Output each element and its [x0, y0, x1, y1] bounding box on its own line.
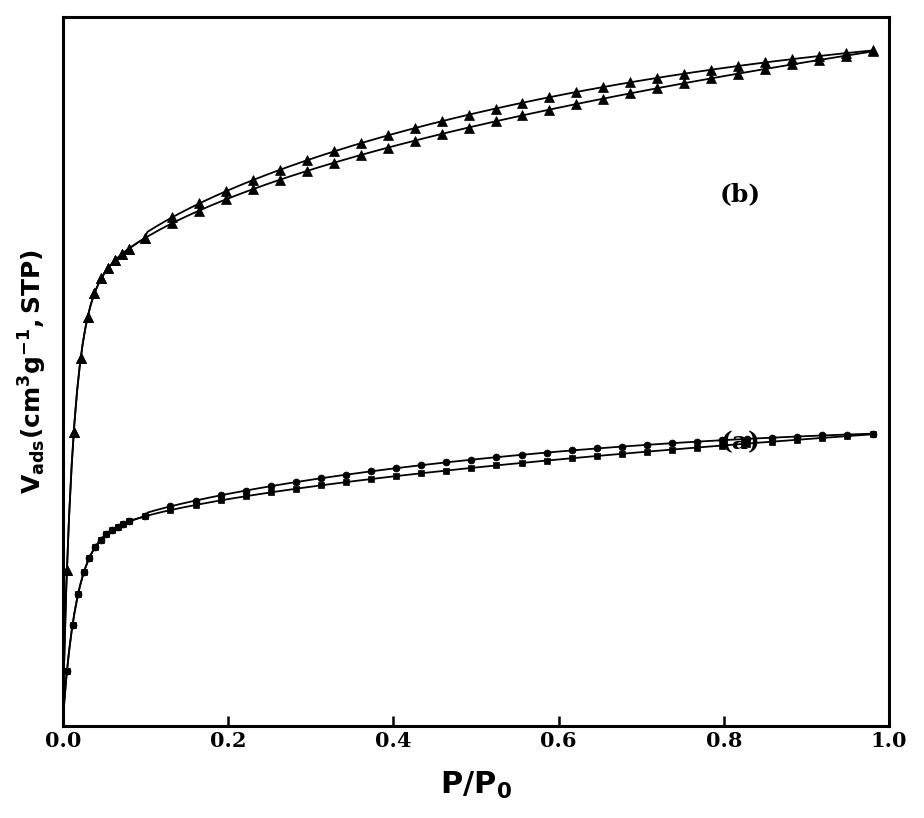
Text: (a): (a) — [721, 430, 760, 454]
X-axis label: $\mathbf{P/P_0}$: $\mathbf{P/P_0}$ — [440, 771, 512, 802]
Text: (b): (b) — [720, 182, 760, 206]
Y-axis label: $\mathbf{V_{ads}(cm^3g^{-1},STP)}$: $\mathbf{V_{ads}(cm^3g^{-1},STP)}$ — [17, 249, 49, 494]
